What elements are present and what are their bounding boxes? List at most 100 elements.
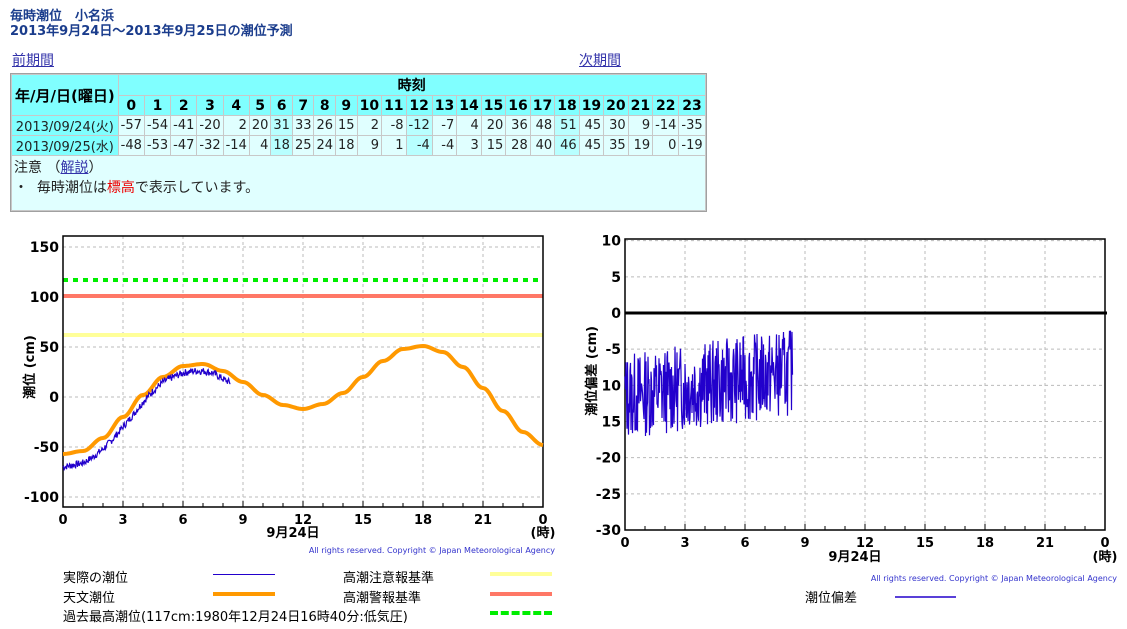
next-period-link[interactable]: 次期間 [579, 53, 621, 69]
tide-value-cell: 4 [249, 136, 271, 155]
tide-value-cell: -19 [679, 136, 705, 155]
y-tick-label: -30 [596, 523, 622, 539]
hourly-tide-table: 年/月/日(曜日) 時刻 0 1 2 3 4 5 6 7 8 9 10 11 12 13 14 15 16 17 1… [10, 73, 707, 212]
tide-value-cell: 36 [506, 116, 530, 135]
x-tick-label: 21 [1036, 536, 1054, 551]
tide-value-cell: 18 [336, 136, 357, 155]
hour-header-9: 9 [336, 96, 357, 115]
note-text-red: 標高 [106, 180, 135, 196]
y-tick-label: 100 [30, 290, 59, 306]
tide-value-cell: 20 [249, 116, 271, 135]
hour-header-18: 18 [555, 96, 579, 115]
y-tick-label: 150 [30, 240, 59, 256]
tide-value-cell: -8 [382, 116, 406, 135]
tide-value-cell: 15 [481, 136, 506, 155]
date-cell: 2013/09/24(火) [12, 116, 118, 135]
y-tick-label: -25 [596, 487, 621, 503]
x-tick-label: 9 [238, 513, 247, 528]
tide-value-cell: 1 [382, 136, 406, 155]
prev-period-link[interactable]: 前期間 [12, 53, 54, 69]
y-tick-label: 15 [602, 415, 621, 431]
tide-level-chart: 150 100 50 0 -50 -100 0 3 6 9 12 15 18 21 0 9月24日 (時) All… [22, 235, 555, 555]
y-axis-label: 潮位偏差 (cm) [584, 326, 600, 416]
tide-value-cell: -7 [432, 116, 457, 135]
legend-swatch [490, 592, 552, 596]
hour-header-3: 3 [197, 96, 223, 115]
tide-value-cell: 45 [579, 136, 604, 155]
date-column-header: 年/月/日(曜日) [12, 75, 118, 115]
y-axis-label: 潮位 (cm) [22, 335, 38, 399]
y-tick-label: -20 [596, 451, 622, 467]
tide-deviation-line [624, 330, 794, 437]
tide-value-cell: -12 [406, 116, 432, 135]
y-tick-label: -100 [24, 490, 59, 506]
y-tick-label: 10 [602, 234, 622, 250]
x-tick-label: 18 [976, 536, 994, 551]
tide-value-cell: -14 [223, 136, 249, 155]
hour-header-23: 23 [679, 96, 705, 115]
x-tick-label: 3 [680, 536, 689, 551]
tide-value-cell: 9 [628, 116, 653, 135]
tide-value-cell: -14 [653, 116, 679, 135]
x-tick-label: 12 [856, 536, 874, 551]
x-tick-label: 0 [620, 536, 629, 551]
legend-label: 高潮警報基準 [343, 591, 422, 606]
table-row: 2013/09/24(火) -57 -54 -41 -20 2 20 31 33 26 15 2 -8-… [12, 116, 705, 135]
explanation-link[interactable]: 解説 [60, 160, 89, 176]
hour-header-22: 22 [653, 96, 679, 115]
note-title: 注意 [14, 160, 42, 176]
title-station: 毎時潮位 小名浜 [10, 9, 115, 24]
x-tick-label: 0 [58, 513, 67, 528]
tide-value-cell: 31 [271, 116, 292, 135]
note-text-pre: 毎時潮位は [36, 180, 107, 196]
tide-value-cell: 18 [271, 136, 292, 155]
hour-header-16: 16 [506, 96, 530, 115]
x-tick-label: 0 [1100, 536, 1109, 551]
x-tick-label: 6 [740, 536, 749, 551]
tide-value-cell: -4 [432, 136, 457, 155]
tide-value-cell: 51 [555, 116, 579, 135]
x-tick-label: 3 [118, 513, 127, 528]
legend-label: 潮位偏差 [805, 591, 857, 606]
date-cell: 2013/09/25(水) [12, 136, 118, 155]
x-tick-label: 9 [800, 536, 809, 551]
hour-header-0: 0 [118, 96, 144, 115]
tide-value-cell: -41 [171, 116, 197, 135]
x-tick-label: 12 [294, 513, 312, 528]
tide-value-cell: -4 [406, 136, 432, 155]
tide-value-cell: -20 [197, 116, 223, 135]
tide-value-cell: 26 [314, 116, 336, 135]
copyright: All rights reserved. Copyright © Japan M… [871, 574, 1117, 583]
copyright: All rights reserved. Copyright © Japan M… [309, 546, 555, 555]
note-text-post: で表示しています。 [134, 180, 260, 196]
legend-label: 天文潮位 [63, 591, 116, 606]
x-unit-label: (時) [1093, 549, 1118, 565]
tide-value-cell: -48 [118, 136, 144, 155]
tide-value-cell: 35 [604, 136, 628, 155]
legend-label: 高潮注意報基準 [343, 571, 435, 586]
hour-header-12: 12 [406, 96, 432, 115]
tide-value-cell: 45 [579, 116, 604, 135]
hour-header-6: 6 [271, 96, 292, 115]
x-tick-label: 0 [538, 513, 547, 528]
tide-value-cell: 46 [555, 136, 579, 155]
legend-label: 過去最高潮位(117cm:1980年12月24日16時40分:低気圧) [63, 610, 408, 625]
legend-swatch [213, 592, 275, 596]
tide-value-cell: -35 [679, 116, 705, 135]
tide-value-cell: 2 [223, 116, 249, 135]
y-tick-label: 0 [49, 390, 59, 406]
y-tick-label: 0 [611, 306, 621, 322]
hour-header-1: 1 [144, 96, 171, 115]
tide-value-cell: 0 [653, 136, 679, 155]
tide-value-cell: 20 [481, 116, 506, 135]
time-column-header: 時刻 [118, 75, 705, 95]
y-tick-label: -5 [605, 342, 621, 358]
legend-swatch [490, 572, 552, 576]
hour-header-8: 8 [314, 96, 336, 115]
tide-value-cell: 19 [628, 136, 653, 155]
tide-value-cell: 2 [357, 116, 382, 135]
actual-tide-line [62, 368, 231, 472]
y-tick-label: 5 [611, 270, 621, 286]
y-tick-label: 50 [40, 340, 60, 356]
